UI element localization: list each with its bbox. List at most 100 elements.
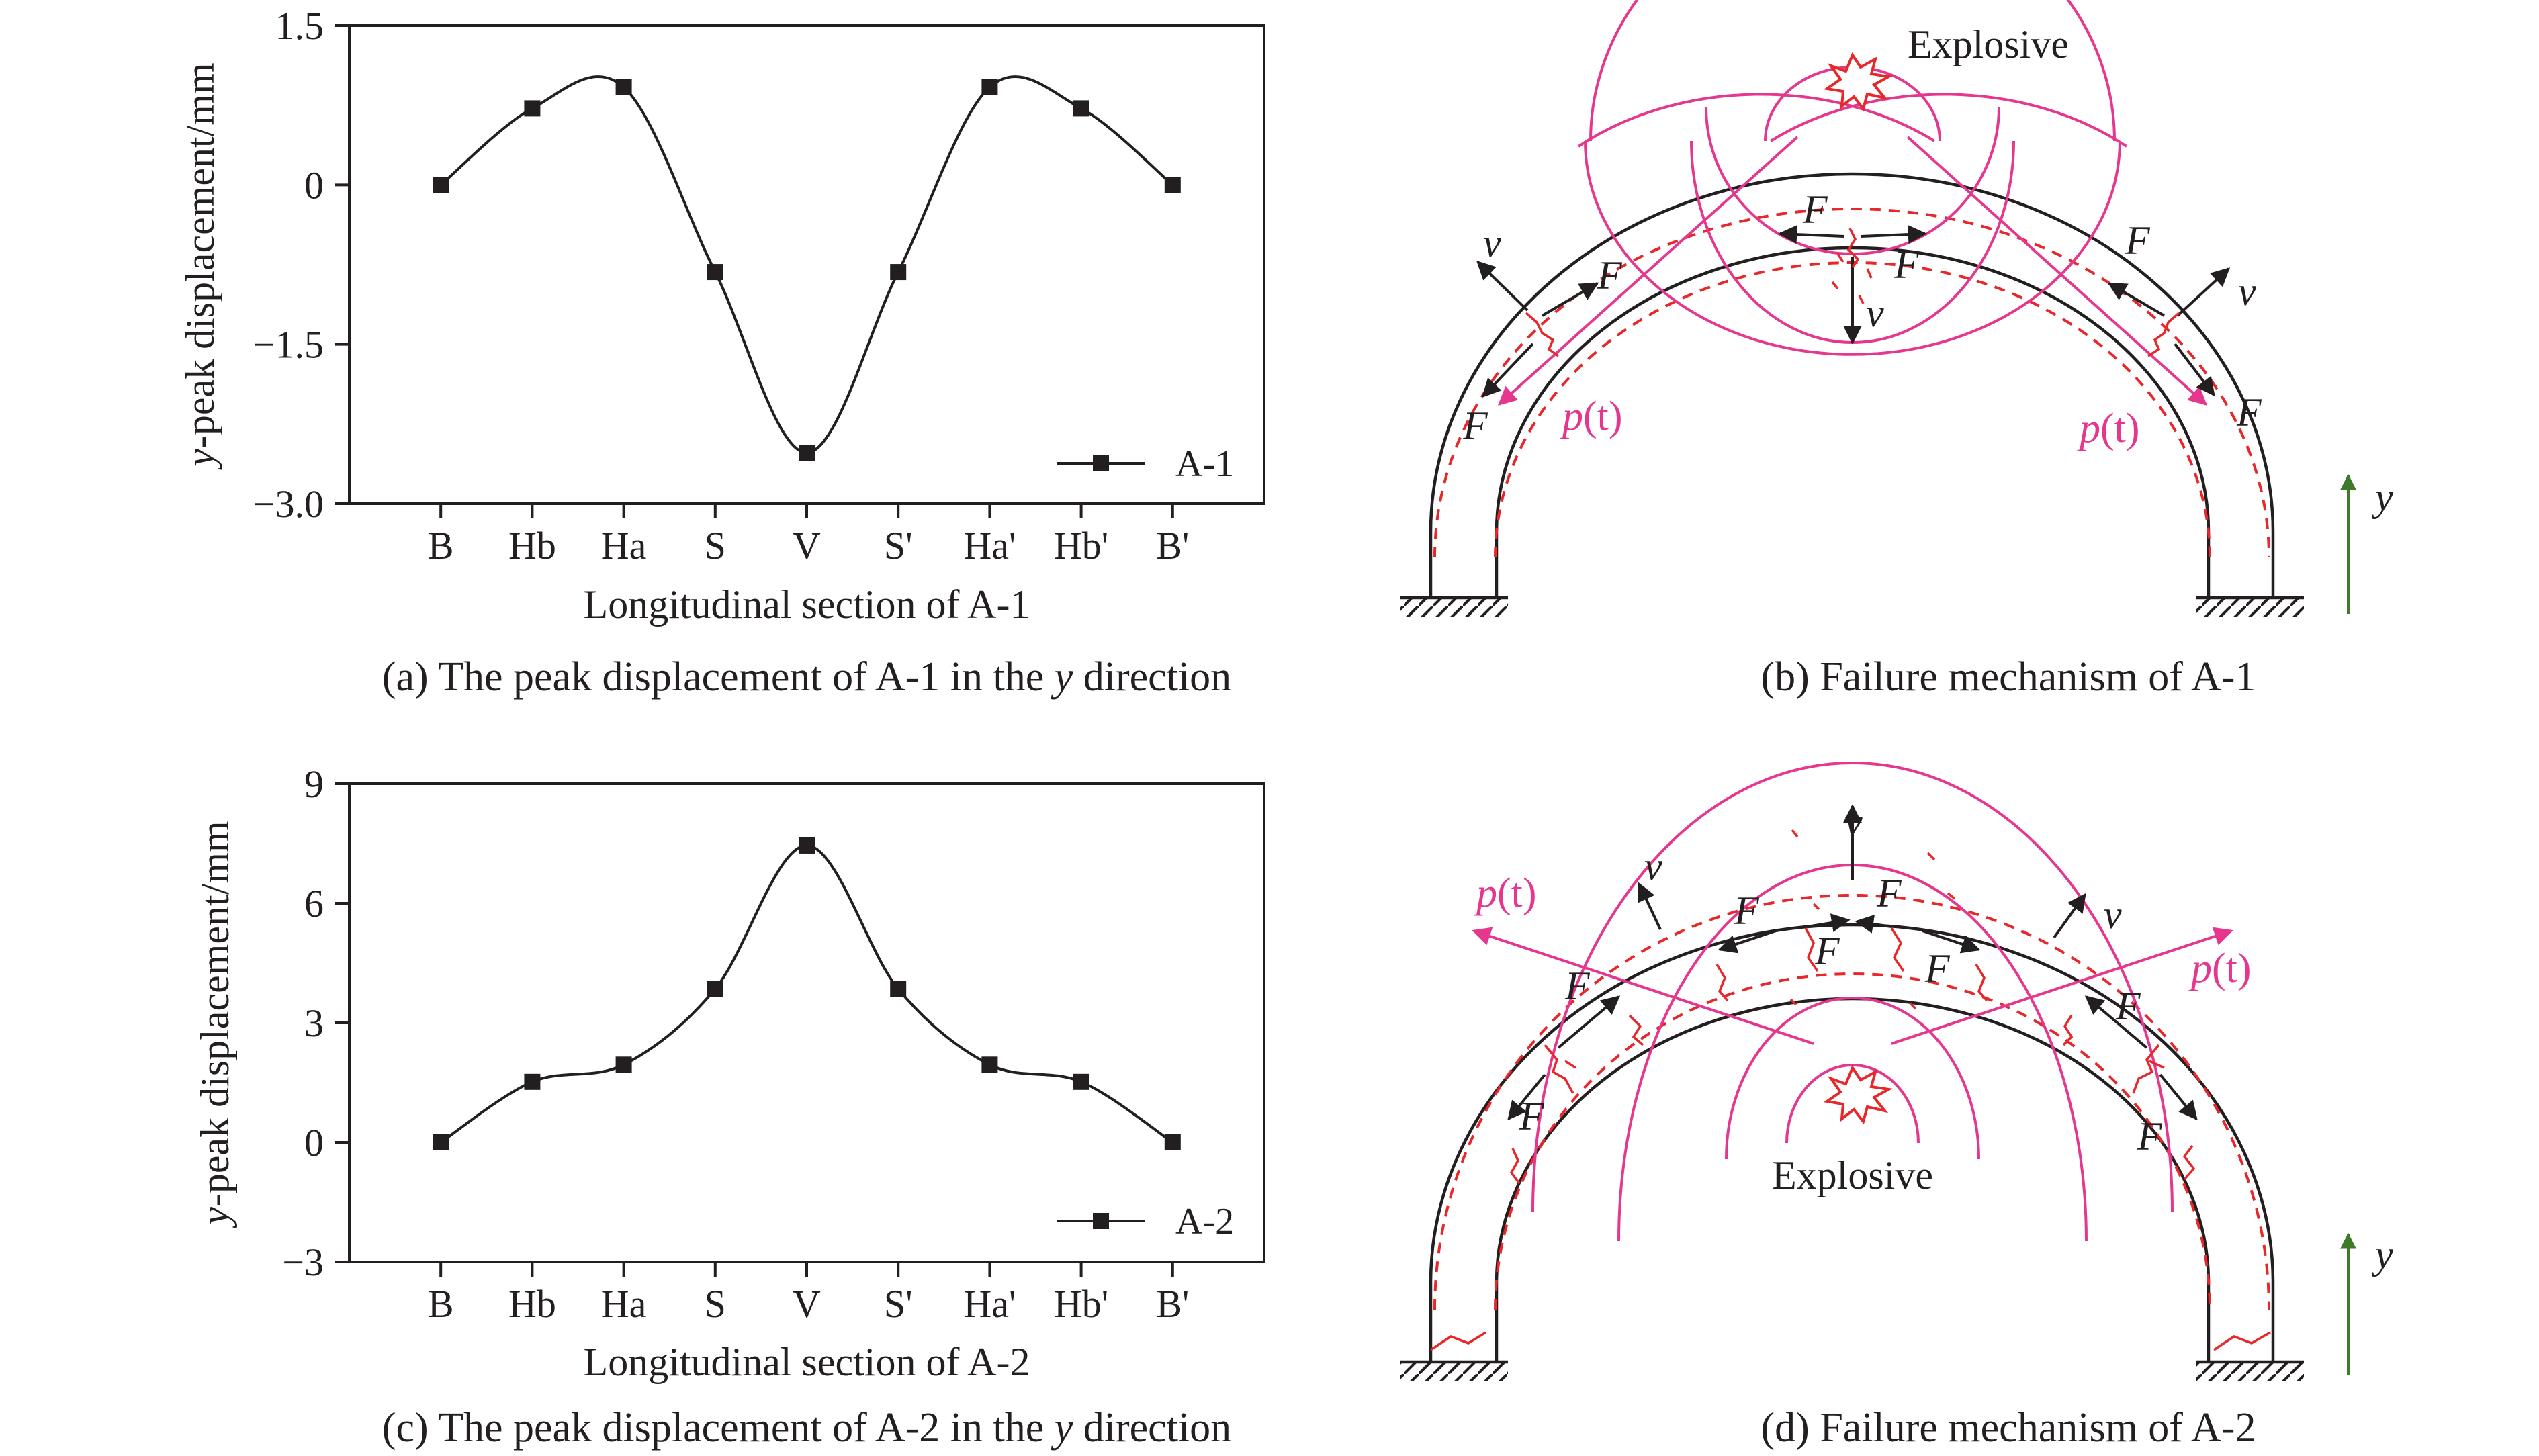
pressure-arrow-right-d xyxy=(1891,927,2233,1045)
crack-right3-d xyxy=(2182,1144,2196,1181)
diagram-d-velocity-label-3: v xyxy=(2104,893,2122,937)
chart-a-data-point xyxy=(615,79,632,95)
chart-a-data-point xyxy=(524,100,541,117)
explosive-burst-icon-d xyxy=(1823,1064,1894,1125)
diagram-b-force-label-5: F xyxy=(2125,218,2151,263)
chart-a-data-point xyxy=(890,264,907,281)
diagram-d-force-label-6: F xyxy=(1924,946,1951,991)
crack-top2-d xyxy=(1804,927,1819,972)
chart-a-peak-displacement: 1.5 0 −1.5 −3.0 B Hb Ha S V S' Ha' Hb' B' y-peak di… xyxy=(178,4,1265,700)
chart-c-y-axis-title: y-peak displacement/mm xyxy=(193,821,237,1228)
diagram-b-pressure-label-left: p(t) xyxy=(1560,394,1623,439)
chart-a-x-tick-label: Hb xyxy=(508,524,556,567)
force-arrow-top-mid2-d xyxy=(1855,914,1892,934)
chart-a-y-tick-label: −3.0 xyxy=(253,482,324,526)
chart-c-data-point xyxy=(799,837,815,854)
chart-c-y-tick-label: 9 xyxy=(304,762,324,806)
diagram-d-velocity-label-2: v xyxy=(1644,844,1662,889)
chart-a-plot-frame xyxy=(348,24,1265,505)
diagram-d-caption: (d) Failure mechanism of A-2 xyxy=(1761,1405,2256,1451)
chart-c-legend: A-2 xyxy=(1057,1201,1234,1242)
diagram-d-force-label-4: F xyxy=(1876,871,1902,915)
force-arrow-right-down-d xyxy=(2159,1073,2198,1121)
diagram-d-force-label-8: F xyxy=(2137,1114,2163,1158)
chart-a-x-tick-label: Ha xyxy=(601,524,647,567)
diagram-b-force-label-3: F xyxy=(1802,187,1828,232)
force-arrow-right-down xyxy=(2174,343,2215,397)
chart-a-y-tick-label: 0 xyxy=(304,163,324,207)
stress-wave-d4 xyxy=(1531,762,2174,1212)
chart-c-peak-displacement: 9 6 3 0 −3 B Hb Ha S V S' Ha' Hb' B' y-peak displace… xyxy=(193,762,1265,1451)
chart-c-caption: (c) The peak displacement of A-2 in the … xyxy=(382,1405,1231,1451)
chart-a-caption: (a) The peak displacement of A-1 in the … xyxy=(382,654,1231,700)
force-arrow-top-right xyxy=(1860,225,1927,244)
chart-c-x-tick-label: Hb xyxy=(508,1282,556,1326)
explosive-burst-icon xyxy=(1823,52,1894,112)
right-support-hatch xyxy=(2196,598,2304,617)
diagram-d-force-label-7: F xyxy=(2115,984,2141,1028)
diagram-d-pressure-label-left: p(t) xyxy=(1474,870,1537,916)
chart-a-data-point xyxy=(433,177,449,193)
left-support-hatch xyxy=(1400,598,1508,617)
crack-right-d xyxy=(2132,1044,2165,1094)
velocity-arrow-left-d xyxy=(1638,882,1662,930)
chart-c-plot-frame xyxy=(348,782,1265,1263)
arch-inner-ring xyxy=(1495,246,2211,598)
diagram-d-force-label-5: F xyxy=(1814,929,1840,973)
stress-wave-6 xyxy=(1577,93,1936,148)
chart-c-series-line xyxy=(440,844,1173,1144)
debris-top-d xyxy=(1789,829,1956,1010)
stress-wave-7 xyxy=(1769,93,2128,148)
force-arrow-left-up-d xyxy=(1557,995,1621,1049)
diagram-d-axis-label: y xyxy=(2371,1232,2393,1277)
diagram-d-explosive-label: Explosive xyxy=(1772,1153,1933,1197)
crack-base-right-d xyxy=(2213,1331,2271,1351)
crack-left-d xyxy=(1544,1044,1576,1094)
chart-c-legend-label: A-2 xyxy=(1175,1201,1234,1242)
chart-c-x-tick-label: V xyxy=(793,1282,821,1326)
force-arrow-left-down xyxy=(1482,343,1534,398)
velocity-arrow-right-d xyxy=(2053,893,2086,939)
chart-c-data-point xyxy=(981,1056,998,1073)
pressure-arrow-left-d xyxy=(1472,927,1814,1045)
crack-top4-d xyxy=(1975,964,1988,1002)
force-arrow-top-left xyxy=(1778,225,1845,244)
chart-c-x-axis-title: Longitudinal section of A-2 xyxy=(584,1340,1030,1384)
chart-c-y-tick-label: 6 xyxy=(304,882,324,925)
chart-c-legend-marker xyxy=(1093,1213,1109,1229)
chart-a-y-tick-label: 1.5 xyxy=(275,4,324,48)
chart-c-x-tick-label: S' xyxy=(884,1282,913,1326)
chart-a-y-tick-label: −1.5 xyxy=(253,323,324,367)
chart-c-data-point xyxy=(1164,1134,1181,1150)
chart-c-x-tick-label: Hb' xyxy=(1054,1282,1108,1326)
chart-c-x-tick-label: S xyxy=(705,1282,726,1326)
chart-a-series-line xyxy=(439,75,1174,455)
chart-c-x-tick-label: B xyxy=(428,1282,454,1326)
diagram-b-axis-label: y xyxy=(2371,475,2393,519)
debris-top xyxy=(1831,253,1873,304)
chart-c-data-point xyxy=(615,1056,632,1073)
chart-a-x-tick-label: S xyxy=(705,524,726,567)
velocity-arrow-left xyxy=(1476,261,1529,312)
chart-a-x-tick-label: Ha' xyxy=(963,524,1016,567)
force-arrow-right-up xyxy=(2107,282,2166,317)
chart-c-x-tick-label: B' xyxy=(1156,1282,1189,1326)
crack-base-left-d xyxy=(1430,1331,1486,1351)
crack-left3-d xyxy=(1509,1148,1521,1185)
crack-top1-d xyxy=(1716,964,1729,1002)
stress-wave-d1 xyxy=(1785,1064,1920,1144)
chart-a-x-tick-label: Hb' xyxy=(1054,524,1108,567)
chart-a-data-point xyxy=(799,445,815,461)
stress-wave-5 xyxy=(1589,0,2116,142)
force-arrow-left-down-d xyxy=(1507,1073,1546,1121)
chart-a-x-tick-label: B' xyxy=(1156,524,1189,567)
force-arrow-top-mid-d xyxy=(1806,913,1851,932)
diagram-d-force-label-2: F xyxy=(1519,1094,1545,1138)
crack-right xyxy=(2147,312,2180,357)
velocity-arrow-right xyxy=(2176,267,2231,317)
chart-c-y-tick-label: 3 xyxy=(304,1001,324,1045)
diagram-d-pressure-label-right: p(t) xyxy=(2188,946,2252,991)
chart-a-data-point xyxy=(707,264,723,281)
diagram-b-pressure-label-right: p(t) xyxy=(2077,406,2140,451)
chart-c-data-point xyxy=(1073,1073,1089,1090)
